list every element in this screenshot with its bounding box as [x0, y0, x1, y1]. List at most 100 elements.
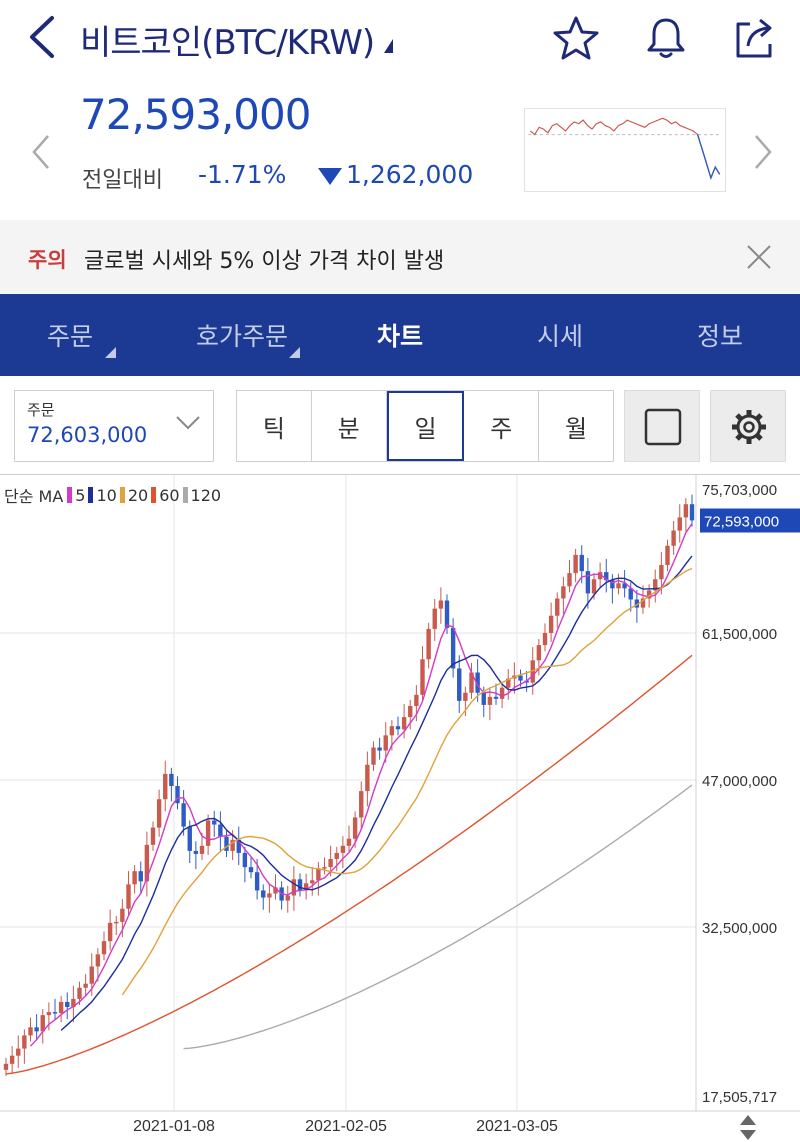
arrow-down-icon	[740, 1130, 756, 1140]
candle-body	[616, 583, 621, 589]
order-label: 주문	[27, 401, 55, 419]
candle-body	[150, 827, 156, 845]
y-axis-label: 47,000,000	[702, 773, 777, 790]
fullscreen-button[interactable]	[624, 390, 700, 462]
candle-body	[671, 530, 676, 546]
candle-body	[481, 692, 486, 705]
y-axis-label: 75,703,000	[702, 482, 777, 499]
candle-body	[487, 696, 493, 705]
candle-body	[401, 717, 407, 730]
legend-swatch	[88, 487, 94, 503]
candle-body	[175, 786, 180, 804]
candle-body	[230, 839, 235, 851]
period-month[interactable]: 월	[539, 391, 613, 461]
candle-body	[665, 545, 670, 566]
tab-chart[interactable]: 차트	[350, 294, 450, 376]
candle-body	[493, 696, 499, 699]
dropdown-corner-icon	[289, 347, 300, 358]
y-axis-label: 61,500,000	[702, 626, 777, 643]
candle-body	[365, 764, 370, 792]
candle-body	[604, 572, 609, 581]
chart-controls: 주문 72,603,000 틱 분 일 주 월	[0, 376, 800, 474]
candle-body	[610, 580, 615, 589]
share-icon[interactable]	[730, 14, 778, 62]
candle-body	[420, 659, 425, 695]
candle-body	[193, 850, 199, 854]
candle-body	[677, 517, 682, 531]
ma60-line	[5, 654, 693, 1075]
candle-body	[254, 872, 260, 891]
tab-label: 차트	[376, 322, 423, 351]
candle-body	[65, 1001, 70, 1008]
legend-item: 10	[96, 485, 117, 505]
gear-icon	[732, 410, 766, 444]
candle-body	[646, 590, 652, 599]
candle-body	[548, 615, 554, 633]
candle-body	[261, 890, 266, 898]
candle-body	[346, 838, 352, 846]
bell-icon[interactable]	[642, 14, 690, 62]
period-week[interactable]: 주	[464, 391, 540, 461]
candle-body	[475, 672, 480, 693]
candle-body	[248, 867, 254, 873]
chevron-left-icon[interactable]	[28, 132, 54, 172]
tab-quote-order[interactable]: 호가주문	[180, 294, 304, 376]
candle-body	[573, 554, 578, 574]
candle-body	[450, 627, 456, 669]
chevron-right-icon[interactable]	[750, 132, 776, 172]
y-axis-label: 32,500,000	[702, 920, 777, 937]
change-amount: 1,262,000	[346, 160, 474, 189]
candle-body	[414, 694, 419, 706]
legend-item: 5	[75, 485, 86, 505]
chart-resize-handle[interactable]	[740, 1115, 756, 1140]
sparkline-line	[529, 117, 721, 180]
back-icon[interactable]	[22, 12, 66, 62]
candle-body	[628, 588, 633, 600]
chart-settings-button[interactable]	[710, 390, 786, 462]
caret-down-icon	[384, 39, 394, 53]
price-gap-notice: 주의 글로벌 시세와 5% 이상 가격 차이 발생	[0, 220, 800, 294]
period-minute[interactable]: 분	[311, 391, 387, 461]
candle-body	[285, 895, 290, 901]
period-tick[interactable]: 틱	[237, 391, 312, 461]
candle-body	[212, 820, 217, 825]
candle-body	[291, 879, 297, 896]
tab-order[interactable]: 주문	[20, 294, 120, 376]
legend-swatch	[182, 487, 188, 503]
candle-body	[3, 1063, 9, 1070]
sparkline-chart[interactable]	[524, 108, 726, 192]
notice-text: 글로벌 시세와 5% 이상 가격 차이 발생	[84, 249, 445, 274]
candle-body	[52, 1012, 58, 1014]
top-bar: 비트코인(BTC/KRW)	[0, 0, 800, 82]
chart-canvas[interactable]: 75,703,000 61,500,000 47,000,000 32,500,000…	[0, 475, 800, 1142]
y-axis-label: 17,505,717	[702, 1089, 777, 1106]
candle-body	[83, 983, 88, 988]
candle-body	[395, 726, 401, 730]
candlestick-chart[interactable]: 75,703,000 61,500,000 47,000,000 32,500,000…	[0, 474, 800, 1142]
x-axis-label: 2021-02-05	[305, 1118, 387, 1135]
close-icon[interactable]	[744, 242, 774, 272]
order-price-select[interactable]: 주문 72,603,000	[14, 390, 214, 462]
period-day[interactable]: 일	[386, 391, 465, 461]
candle-body	[205, 820, 211, 846]
star-icon[interactable]	[552, 14, 600, 62]
candle-body	[58, 1001, 64, 1014]
x-axis-label: 2021-01-08	[133, 1118, 215, 1135]
sparkline-drop	[696, 134, 721, 180]
ma120-line	[183, 784, 693, 1050]
current-price-tag	[700, 508, 800, 533]
candle-body	[536, 645, 542, 661]
notice-tag: 주의	[28, 248, 67, 272]
market-selector[interactable]: 비트코인(BTC/KRW)	[80, 14, 394, 64]
candle-body	[689, 504, 695, 521]
tab-info[interactable]: 정보	[670, 294, 770, 376]
tab-market-price[interactable]: 시세	[510, 294, 610, 376]
candle-body	[561, 586, 566, 599]
candle-body	[40, 1015, 45, 1032]
candle-body	[156, 799, 162, 828]
candle-body	[297, 879, 303, 891]
arrow-up-icon	[740, 1115, 756, 1125]
x-axis-label: 2021-03-05	[476, 1118, 558, 1135]
candle-body	[322, 867, 327, 869]
chevron-down-icon	[176, 416, 200, 430]
